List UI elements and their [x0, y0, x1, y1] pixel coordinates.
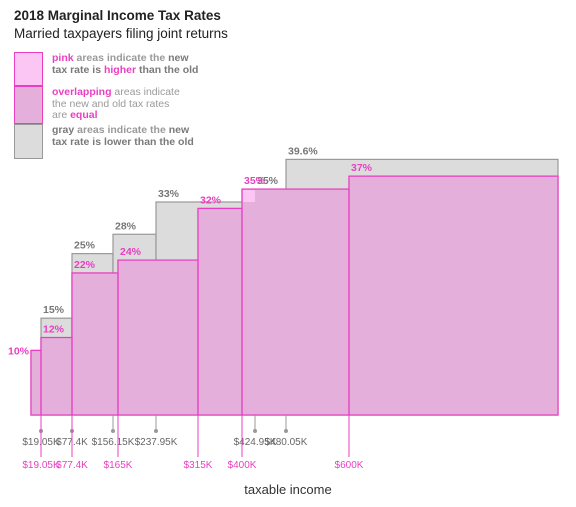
overlap-area-6	[198, 208, 242, 415]
legend-text-pink: pink areas indicate the new tax rate is …	[52, 52, 199, 76]
old-tick-label-4: $424.95K	[234, 437, 277, 448]
new-rate-label-0: 10%	[8, 345, 30, 357]
overlap-area-4	[118, 260, 156, 415]
old-tick-dot-2	[111, 429, 115, 433]
old-tick-dot-4	[253, 429, 257, 433]
legend-text-overlap: overlapping areas indicate the new and o…	[52, 86, 180, 121]
new-tick-label-1: $77.4K	[56, 460, 88, 471]
new-tick-label-4: $400K	[228, 460, 257, 471]
new-tick-label-0: $19.05K	[22, 460, 60, 471]
old-tick-dot-3	[154, 429, 158, 433]
overlap-area-7	[242, 201, 255, 415]
new-rate-label-6: 37%	[351, 162, 373, 174]
new-rate-label-3: 24%	[120, 246, 142, 258]
new-tick-label-3: $315K	[184, 460, 213, 471]
old-rate-label-5: 35%	[257, 175, 279, 187]
overlap-area-10	[349, 176, 558, 415]
old-tick-label-2: $156.15K	[92, 437, 135, 448]
old-tick-label-3: $237.95K	[135, 437, 178, 448]
new-rate-label-5: 35%	[244, 175, 266, 187]
old-rate-label-1: 15%	[43, 304, 65, 316]
new-rate-label-1: 12%	[43, 324, 65, 336]
legend-swatch-gray	[14, 124, 43, 159]
new-rate-outline-6	[348, 175, 559, 416]
overlap-area-2	[72, 272, 113, 415]
overlap-area-5	[156, 260, 198, 415]
legend-text-gray: gray areas indicate the new tax rate is …	[52, 124, 194, 148]
x-axis-title: taxable income	[244, 482, 332, 497]
legend-swatch-overlap	[14, 86, 43, 124]
new-rate-label-2: 22%	[74, 259, 96, 271]
chart-subtitle: Married taxpayers filing joint returns	[14, 26, 228, 41]
old-tick-dot-5	[284, 429, 288, 433]
old-rate-label-3: 28%	[115, 220, 137, 232]
new-rate-label-4: 32%	[200, 194, 222, 206]
overlap-area-1	[41, 337, 72, 415]
old-tick-label-5: $480.05K	[265, 437, 308, 448]
overlap-area-0	[31, 350, 41, 415]
overlap-area-8	[255, 189, 286, 415]
new-tick-label-5: $600K	[335, 460, 364, 471]
overlap-area-9	[286, 189, 349, 415]
new-tick-label-2: $165K	[104, 460, 133, 471]
old-rate-label-4: 33%	[158, 188, 180, 200]
chart-title: 2018 Marginal Income Tax Rates	[14, 8, 221, 23]
overlap-area-3	[113, 272, 118, 415]
old-rate-label-2: 25%	[74, 240, 96, 252]
legend-swatch-pink	[14, 52, 43, 86]
old-rate-label-6: 39.6%	[288, 145, 318, 157]
